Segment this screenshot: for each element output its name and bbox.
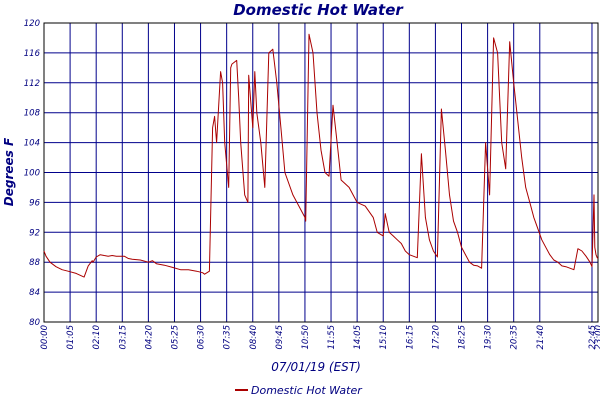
y-tick-label: 104 [24,139,40,149]
x-tick-label: 20:35 [510,325,520,350]
y-tick-label: 92 [29,228,40,238]
x-tick-label: 11:55 [327,325,337,350]
y-tick-label: 100 [24,169,40,179]
x-tick-label: 14:05 [353,325,363,350]
y-axis-label: Degrees F [2,137,16,206]
x-tick-label: 19:30 [484,325,494,350]
x-tick-label: 08:40 [249,325,259,350]
x-tick-label: 05:25 [170,325,180,350]
x-tick-label: 15:10 [379,325,389,350]
x-tick-label: 07:35 [223,325,233,350]
y-tick-label: 84 [29,288,40,298]
x-tick-label: 16:15 [405,325,415,350]
x-tick-label: 18:25 [458,325,468,350]
x-tick-label: 21:40 [536,325,546,350]
x-tick-label: 22:45 [588,325,598,350]
y-tick-label: 88 [29,258,40,268]
x-tick-label: 03:15 [118,325,128,350]
legend-label: Domestic Hot Water [251,384,363,397]
x-tick-label: 00:00 [40,325,50,350]
x-tick-label: 10:50 [301,325,311,350]
y-tick-label: 120 [24,19,40,29]
chart-title: Domestic Hot Water [233,1,404,19]
x-axis-label: 07/01/19 (EST) [271,360,361,374]
y-tick-label: 96 [29,198,40,208]
x-tick-label: 23:00 [594,325,600,350]
x-axis-ticks: 00:00 01:05 02:10 03:15 04:20 05:25 06:30 07:35… [40,325,600,350]
y-tick-label: 116 [24,49,41,59]
plot-area [43,22,599,323]
x-tick-label: 06:30 [197,325,207,350]
y-tick-label: 108 [24,109,41,119]
y-axis-ticks: 80 84 88 92 96 100 104 108 112 116 120 [24,19,41,328]
x-tick-label: 04:20 [144,325,154,350]
x-tick-label: 02:10 [92,325,102,350]
y-tick-label: 112 [24,79,40,89]
series-group [43,33,599,278]
grid [43,22,599,323]
x-tick-label: 01:05 [66,325,76,350]
x-tick-label: 17:20 [431,325,441,350]
series-line [43,33,599,278]
x-tick-label: 09:45 [275,325,285,350]
y-tick-label: 80 [29,318,40,328]
